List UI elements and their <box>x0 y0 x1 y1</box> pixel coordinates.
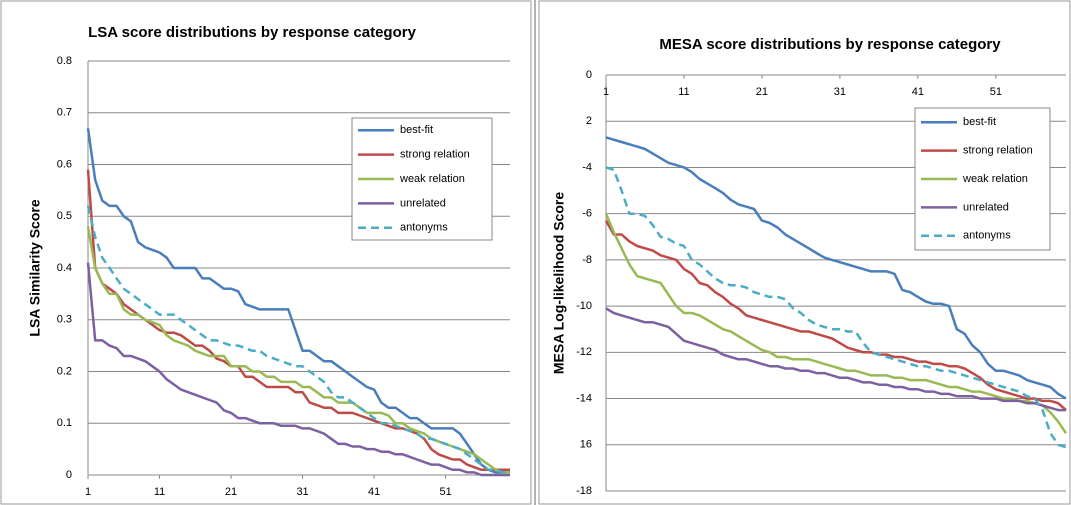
x-tick-label: 31 <box>296 486 308 498</box>
series-line <box>86 169 510 472</box>
panel-frame <box>538 0 1071 505</box>
legend-label: best-fit <box>400 124 433 136</box>
series-line <box>605 136 1067 400</box>
y-tick-label: 0.7 <box>57 107 72 119</box>
y-tick-label: 0.2 <box>57 365 72 377</box>
x-tick-label: 11 <box>154 486 165 498</box>
y-tick-label: 0.4 <box>57 262 72 274</box>
series-line <box>604 213 1068 434</box>
y-tick-label: -10 <box>576 300 592 312</box>
legend-label: weak relation <box>399 173 465 185</box>
x-tick-label: 21 <box>225 486 237 498</box>
x-tick-label: 51 <box>440 486 452 498</box>
series-line <box>86 128 510 474</box>
y-tick-label: -14 <box>576 392 592 404</box>
legend-label: best-fit <box>963 116 996 128</box>
x-tick-label: 41 <box>912 86 924 98</box>
y-tick-label: -12 <box>576 346 592 358</box>
chart-title: LSA score distributions by response cate… <box>88 24 417 41</box>
series-line <box>605 307 1066 412</box>
series-line <box>86 226 510 474</box>
x-tick-label: 31 <box>834 86 846 98</box>
legend-label: weak relation <box>962 173 1028 185</box>
y-tick-label: 0 <box>586 69 592 81</box>
y-tick-label: 16 <box>580 439 592 451</box>
series-line <box>86 205 510 474</box>
legend-label: strong relation <box>400 149 470 161</box>
x-tick-label: 21 <box>756 86 768 98</box>
x-tick-label: 41 <box>368 486 380 498</box>
x-tick-label: 1 <box>603 86 609 98</box>
y-tick-label: 0.3 <box>57 314 72 326</box>
x-tick-label: 51 <box>990 86 1002 98</box>
y-tick-label: -6 <box>582 208 592 220</box>
legend-label: unrelated <box>400 197 446 209</box>
y-tick-label: -8 <box>582 254 592 266</box>
y-tick-label: 0.5 <box>57 210 72 222</box>
series-line <box>604 219 1067 412</box>
legend-label: antonyms <box>963 230 1011 242</box>
y-tick-label: 0.8 <box>57 55 72 67</box>
series-line <box>86 262 510 477</box>
y-tick-label: -18 <box>576 485 592 497</box>
y-axis-label: LSA Similarity Score <box>27 199 43 336</box>
panel-frame <box>0 0 532 505</box>
y-tick-label: 0 <box>66 469 72 481</box>
y-axis-label: MESA Log-likelihood Score <box>551 192 567 374</box>
y-tick-label: 2 <box>586 115 592 127</box>
y-tick-label: -4 <box>582 161 592 173</box>
x-tick-label: 1 <box>85 486 91 498</box>
legend-label: antonyms <box>400 222 448 234</box>
y-tick-label: 0.6 <box>57 158 72 170</box>
y-tick-label: 0.1 <box>57 417 72 429</box>
x-tick-label: 11 <box>678 86 689 98</box>
chart-title: MESA score distributions by response cat… <box>659 36 1001 53</box>
legend-label: unrelated <box>963 201 1009 213</box>
legend-label: strong relation <box>963 145 1033 157</box>
series-line <box>605 166 1067 449</box>
